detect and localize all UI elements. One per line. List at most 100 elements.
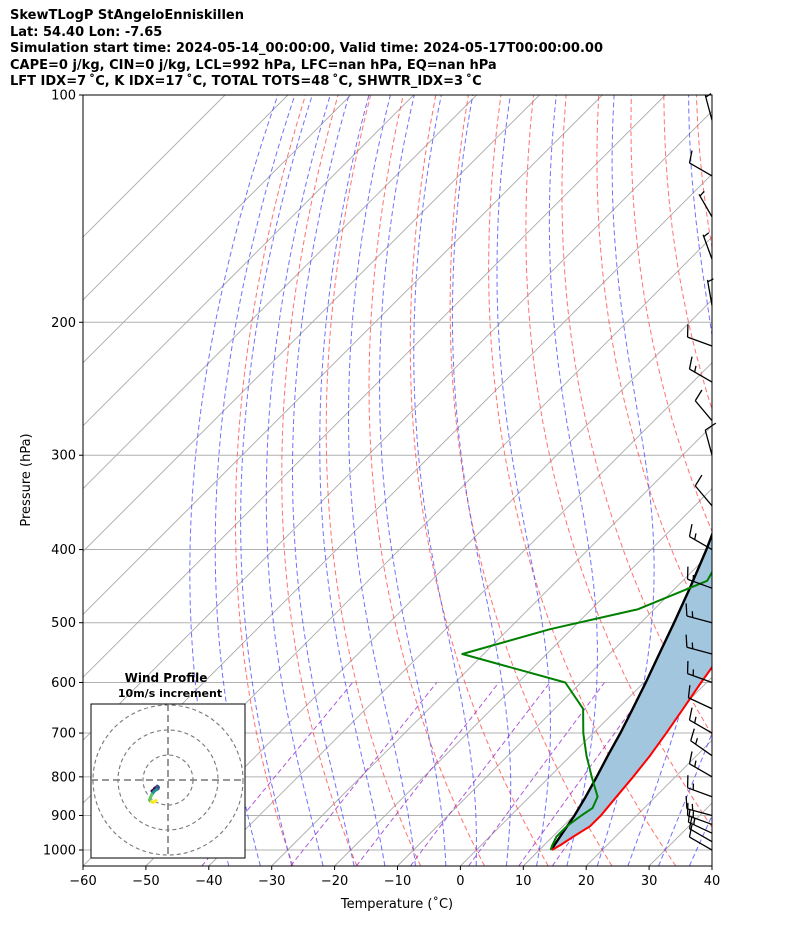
mixing-ratio-line (290, 682, 438, 866)
x-tick-label: 10 (515, 874, 532, 889)
wind-barb (688, 150, 713, 177)
barb-half-flag (699, 190, 705, 197)
barb-staff (687, 814, 713, 826)
isotherm-line (460, 613, 712, 866)
profile-lines (461, 531, 712, 851)
inset-title: Wind Profile (125, 671, 208, 685)
moist-adiabat-line (265, 95, 331, 866)
barb-flag (688, 524, 693, 537)
dry-adiabat-line (235, 95, 306, 866)
isotherm-line (397, 550, 712, 866)
barb-half-flag (694, 737, 699, 745)
barb-half-flag (694, 716, 697, 724)
wind-barb (698, 190, 713, 218)
barb-staff (687, 336, 713, 347)
x-tick-label: −60 (69, 874, 96, 889)
wind-barb (694, 474, 713, 507)
y-tick-label: 200 (51, 316, 76, 331)
barb-flag (694, 474, 703, 487)
y-tick-label: 500 (51, 616, 76, 631)
wind-barb (688, 824, 713, 851)
location-line: Lat: 54.40 Lon: -7.65 (10, 24, 163, 40)
barb-staff (704, 94, 713, 121)
barb-staff (689, 836, 713, 851)
hodograph-segment (153, 799, 158, 803)
wind-barb (686, 324, 713, 347)
barb-flag (685, 634, 688, 648)
barb-flag (687, 685, 691, 698)
y-tick-label: 700 (51, 727, 76, 742)
index-line: LFT IDX=7 ˚C, K IDX=17 ˚C, TOTAL TOTS=48… (10, 74, 482, 89)
barb-flag (688, 356, 693, 370)
wind-barb (690, 728, 713, 757)
moist-adiabat-line (496, 95, 551, 866)
barb-staff (689, 535, 713, 551)
mixing-ratio-line (518, 682, 653, 866)
cape-line: CAPE=0 j/kg, CIN=0 j/kg, LCL=992 hPa, LF… (10, 57, 497, 73)
cin-shade-area (551, 534, 712, 850)
barb-flag (688, 816, 693, 829)
dry-adiabat-line (762, 95, 794, 866)
x-tick-label: −50 (132, 874, 159, 889)
barb-flag (704, 422, 717, 431)
y-axis-label: Pressure (hPa) (19, 433, 34, 526)
moist-adiabat-line (627, 95, 712, 866)
x-tick-label: 20 (578, 874, 595, 889)
y-tick-label: 1000 (43, 844, 76, 859)
dry-adiabat-line (663, 95, 712, 411)
isotherm-line (83, 95, 603, 616)
moist-adiabat-line (240, 95, 313, 866)
x-tick-label: 40 (704, 874, 721, 889)
isotherm-line (271, 425, 712, 866)
barb-half-flag (694, 760, 697, 767)
isotherm-line (83, 95, 477, 490)
barb-half-flag (705, 93, 712, 98)
parcel-profile-line (550, 531, 712, 851)
x-axis-label: Temperature (˚C) (340, 896, 453, 912)
barb-flag (688, 707, 693, 721)
wind-barb (685, 603, 713, 624)
barb-flag (688, 751, 693, 764)
y-tick-label: 300 (51, 449, 76, 464)
temperature-line (551, 665, 712, 851)
wind-barb (687, 685, 713, 710)
moist-adiabat-line (658, 731, 712, 866)
x-tick-label: 0 (456, 874, 464, 889)
wind-barb (686, 660, 713, 684)
barb-staff (686, 808, 713, 817)
wind-barb (685, 796, 713, 817)
wind-barb (685, 634, 713, 655)
barb-flag (685, 603, 688, 617)
dry-adiabat-line (695, 95, 712, 251)
barb-staff (689, 763, 713, 778)
x-tick-label: 30 (641, 874, 658, 889)
wind-barb (706, 278, 714, 306)
isotherm-line (522, 676, 712, 866)
wind-barb (702, 232, 713, 260)
x-tick-label: −10 (384, 874, 411, 889)
wind-barb (686, 566, 713, 589)
isotherm-line (83, 95, 540, 553)
y-tick-label: 400 (51, 543, 76, 558)
isotherm-line (145, 299, 712, 866)
x-tick-label: −40 (195, 874, 222, 889)
isotherm-line (775, 95, 794, 866)
dry-adiabat-line (561, 95, 712, 736)
wind-barb (688, 751, 713, 778)
dry-adiabat-line (368, 95, 485, 866)
x-tick-label: −20 (321, 874, 348, 889)
barb-staff (687, 578, 713, 589)
y-tick-label: 600 (51, 676, 76, 691)
x-tick-label: −30 (258, 874, 285, 889)
isotherm-line (711, 865, 712, 866)
barb-staff (698, 193, 713, 218)
barb-half-flag (694, 533, 697, 540)
moist-adiabat-line (189, 95, 279, 866)
barb-staff (694, 400, 713, 422)
barb-staff (689, 719, 713, 734)
wind-barb (688, 524, 713, 551)
barb-flag (694, 389, 703, 402)
mixing-ratio-line (201, 682, 353, 866)
dry-adiabat-line (596, 95, 712, 639)
barb-staff (687, 787, 713, 798)
